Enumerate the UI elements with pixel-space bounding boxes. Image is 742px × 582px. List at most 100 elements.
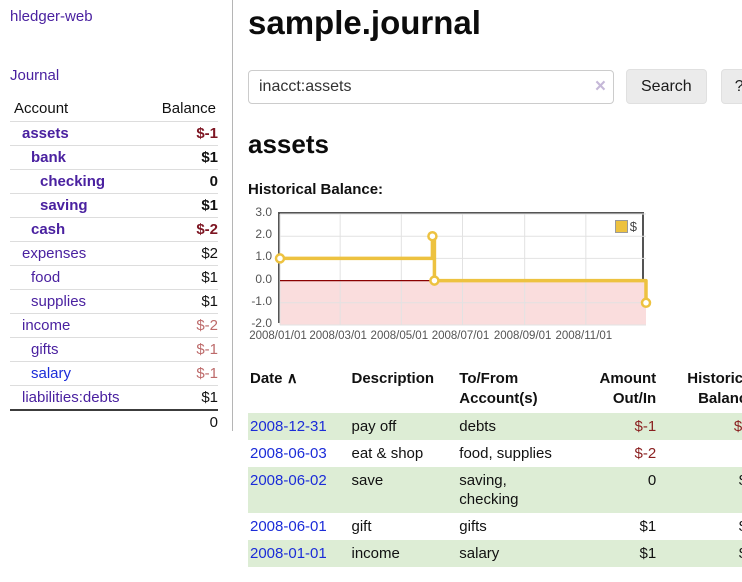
account-balance: 0 xyxy=(148,169,218,194)
search-input[interactable] xyxy=(248,69,614,104)
legend-label: $ xyxy=(629,219,637,234)
transaction-date-link[interactable]: 2008-06-01 xyxy=(250,518,327,535)
sidebar-item-journal[interactable]: Journal xyxy=(10,67,60,84)
transaction-description: pay off xyxy=(351,418,397,435)
account-row: cash $-2 xyxy=(10,217,218,242)
account-column-header-register: To/From Account(s) xyxy=(459,370,538,407)
register-row: 2008-06-03 eat & shop food, supplies $-20 xyxy=(248,440,742,467)
transaction-accounts: food, supplies xyxy=(459,445,552,462)
transaction-amount: $-1 xyxy=(634,418,657,435)
sidebar: hledger-web Journal Account Balance asse… xyxy=(0,0,233,582)
account-balance: $-1 xyxy=(148,121,218,146)
transaction-date-link[interactable]: 2008-01-01 xyxy=(250,545,327,562)
sidebar-account-link-assets[interactable]: assets xyxy=(22,125,69,142)
x-axis-tick-label: 2008/07/01 xyxy=(431,330,490,342)
sidebar-account-link-expenses[interactable]: expenses xyxy=(22,245,87,262)
transaction-amount: $1 xyxy=(639,518,657,535)
account-row: gifts $-1 xyxy=(10,337,218,362)
sidebar-account-link-supplies[interactable]: supplies xyxy=(31,293,87,310)
account-heading: assets xyxy=(248,129,329,159)
sort-ascending-icon: ∧ xyxy=(286,370,298,387)
legend-swatch-icon xyxy=(614,220,628,233)
sidebar-account-link-gifts[interactable]: gifts xyxy=(31,341,59,358)
x-axis-tick-label: 2008/01/01 xyxy=(249,330,307,342)
amount-column-header: Amount Out/In xyxy=(599,370,657,407)
search-button[interactable]: Search xyxy=(626,69,707,104)
balance-column-header-register: Historical Balance xyxy=(687,370,742,407)
transaction-accounts: saving, checking xyxy=(459,472,519,508)
transaction-balance: $-1 xyxy=(733,418,742,435)
y-axis-tick-label: 1.0 xyxy=(255,249,272,264)
x-axis-tick-label: 2008/09/01 xyxy=(493,330,552,342)
account-row: salary $-1 xyxy=(10,361,218,386)
account-balance: $-1 xyxy=(148,337,218,362)
sidebar-account-link-salary[interactable]: salary xyxy=(31,365,72,382)
account-row: expenses $2 xyxy=(10,241,218,266)
sidebar-account-link-cash[interactable]: cash xyxy=(31,221,66,238)
x-axis-tick-label: 2008/11/01 xyxy=(555,330,613,342)
search-bar: × Search ? xyxy=(248,69,742,104)
sidebar-account-link-income[interactable]: income xyxy=(22,317,71,334)
app-brand-link[interactable]: hledger-web xyxy=(10,8,93,25)
x-axis-tick-label: 2008/05/01 xyxy=(370,330,429,342)
account-row: food $1 xyxy=(10,265,218,290)
balance-column-header: Balance xyxy=(161,100,216,117)
register-row: 2008-01-01 income salary $1$1 xyxy=(248,540,742,567)
y-axis-tick-label: -2.0 xyxy=(251,316,272,330)
transaction-balance: $2 xyxy=(658,513,742,540)
clear-search-icon[interactable]: × xyxy=(594,75,606,97)
account-row: saving $1 xyxy=(10,193,218,218)
description-column-header: Description xyxy=(351,370,435,387)
date-column-header[interactable]: Date ∧ xyxy=(250,370,298,387)
transaction-accounts: debts xyxy=(459,418,496,435)
transaction-date-link[interactable]: 2008-06-02 xyxy=(250,472,327,489)
accounts-table: Account Balance assets $-1 bank $1 checking 0… xyxy=(10,97,218,434)
transaction-description: income xyxy=(351,545,400,562)
register-header-row: Date ∧ Description To/From Account(s) Am… xyxy=(248,367,742,413)
sidebar-divider xyxy=(232,0,233,431)
transaction-date-link[interactable]: 2008-06-03 xyxy=(250,445,327,462)
chart-plot: $ xyxy=(274,212,652,326)
transaction-balance: $2 xyxy=(658,467,742,513)
account-row: checking 0 xyxy=(10,169,218,194)
account-balance: $1 xyxy=(148,265,218,290)
sidebar-account-link-bank[interactable]: bank xyxy=(31,149,67,166)
account-balance: $-2 xyxy=(148,313,218,338)
historical-balance-chart: $ 3.0 2.0 1.0 0.0 -1.0 -2.0 2008/01/01 2008/03/… xyxy=(240,205,660,346)
transaction-accounts: salary xyxy=(459,545,500,562)
transaction-amount: 0 xyxy=(647,472,657,489)
y-axis-tick-label: 0.0 xyxy=(255,271,272,286)
transaction-date-link[interactable]: 2008-12-31 xyxy=(250,418,327,435)
x-axis-tick-label: 2008/03/01 xyxy=(309,330,367,342)
transaction-amount: $1 xyxy=(639,545,657,562)
transaction-description: gift xyxy=(351,518,372,535)
sidebar-account-link-checking[interactable]: checking xyxy=(40,173,106,190)
account-row: bank $1 xyxy=(10,145,218,170)
sidebar-account-link-food[interactable]: food xyxy=(31,269,61,286)
account-column-header: Account xyxy=(14,100,69,117)
sidebar-account-link-saving[interactable]: saving xyxy=(40,197,88,214)
account-balance: $-2 xyxy=(148,217,218,242)
page-title: sample.journal xyxy=(248,4,481,41)
accounts-table-header: Account Balance xyxy=(10,97,218,122)
transaction-accounts: gifts xyxy=(459,518,487,535)
y-axis-tick-label: 2.0 xyxy=(255,227,272,242)
help-button[interactable]: ? xyxy=(720,69,742,104)
register-row: 2008-06-01 gift gifts $1$2 xyxy=(248,513,742,540)
account-table-body: assets $-1 bank $1 checking 0 saving $1 cash $-2 e… xyxy=(10,121,218,434)
transaction-description: eat & shop xyxy=(351,445,424,462)
chart-title: Historical Balance: xyxy=(248,181,384,198)
accounts-total-value: 0 xyxy=(148,409,218,434)
account-row: assets $-1 xyxy=(10,121,218,146)
sidebar-account-link-liabilities-debts[interactable]: liabilities:debts xyxy=(22,389,120,406)
transaction-description: save xyxy=(351,472,384,489)
account-balance: $1 xyxy=(148,145,218,170)
account-row: income $-2 xyxy=(10,313,218,338)
register-row: 2008-12-31 pay off debts $-1 $-1 xyxy=(248,413,742,440)
y-axis-tick-label: 3.0 xyxy=(255,205,272,219)
account-balance: $2 xyxy=(148,241,218,266)
y-axis-tick-label: -1.0 xyxy=(251,293,272,308)
chart-legend: $ xyxy=(614,219,637,234)
register-table-body: 2008-12-31 pay off debts $-1 $-1 2008-06-03 ea… xyxy=(248,413,742,567)
accounts-total-row: 0 xyxy=(10,409,218,434)
